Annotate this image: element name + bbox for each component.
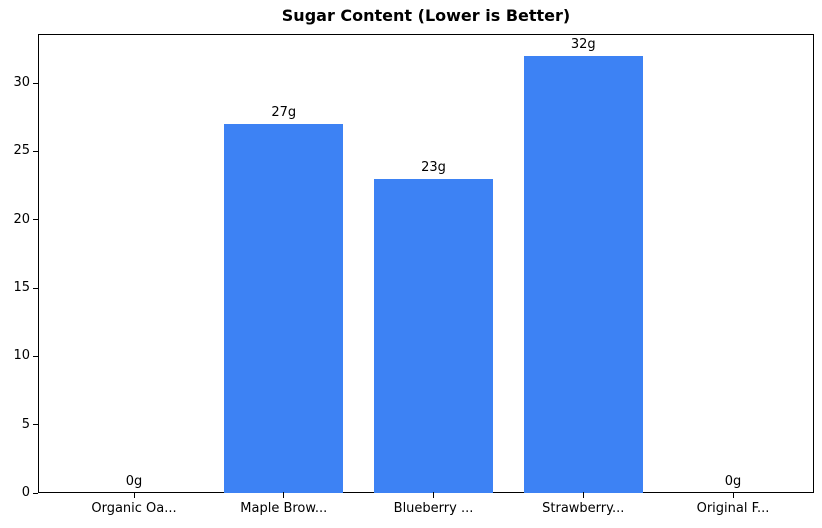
bar-value-label: 23g: [421, 159, 446, 175]
bar-value-label: 0g: [125, 474, 143, 489]
y-tick: [33, 424, 38, 426]
y-tick: [33, 219, 38, 221]
bar: [374, 178, 493, 493]
y-tick-label: 30: [13, 75, 30, 91]
x-tick-label: Original F...: [696, 501, 770, 516]
x-tick: [133, 492, 135, 498]
x-tick: [433, 492, 434, 498]
y-tick: [33, 355, 38, 357]
y-tick-label: 15: [13, 280, 30, 296]
y-tick: [33, 150, 38, 152]
x-tick: [283, 492, 285, 498]
y-tick: [33, 287, 38, 289]
y-tick-label: 10: [13, 348, 30, 364]
bar-value-label: 27g: [271, 105, 297, 121]
bar-value-label: 0g: [724, 474, 742, 489]
x-tick-label: Organic Oa...: [91, 501, 177, 516]
x-tick: [732, 492, 734, 498]
y-tick-label: 25: [13, 143, 30, 159]
y-tick-label: 20: [13, 211, 30, 227]
bar-value-label: 32g: [570, 36, 596, 52]
bar: [224, 124, 344, 493]
x-tick-label: Maple Brow...: [240, 501, 328, 516]
y-tick-label: 5: [21, 416, 30, 432]
bar: [523, 55, 643, 493]
x-tick-label: Strawberry...: [542, 501, 625, 516]
y-tick-label: 0: [21, 485, 30, 500]
y-tick: [33, 82, 38, 84]
y-tick: [33, 492, 38, 494]
x-tick: [582, 492, 584, 498]
x-tick-label: Blueberry ...: [393, 501, 474, 516]
chart-title: Sugar Content (Lower is Better): [281, 6, 571, 25]
